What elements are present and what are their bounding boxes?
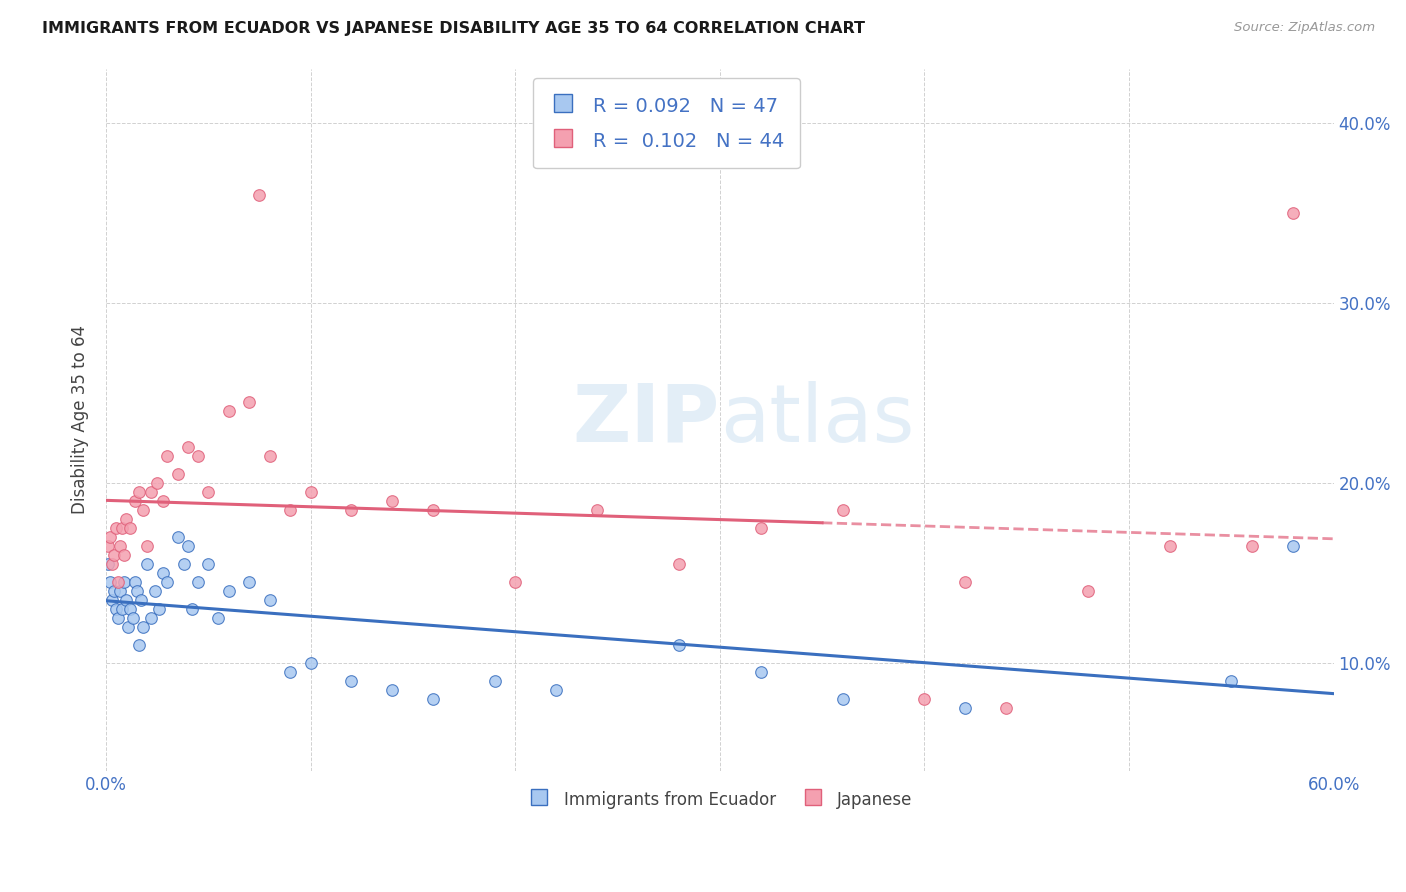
Point [107,611,129,625]
Point [422,503,444,517]
Point [128,485,150,500]
Point [156,449,179,463]
Point [422,692,444,706]
Point [668,557,690,571]
Text: ZIP: ZIP [572,381,720,459]
Point [749,521,772,535]
Point [177,539,200,553]
Point [112,575,135,590]
Point [111,602,134,616]
Point [110,539,132,553]
Text: Source: ZipAtlas.com: Source: ZipAtlas.com [1234,21,1375,35]
Point [101,593,124,607]
Point [381,494,404,508]
Point [146,476,169,491]
Point [139,485,162,500]
Point [97,539,120,553]
Point [187,449,209,463]
Point [135,539,157,553]
Point [120,521,142,535]
Point [1159,539,1181,553]
Point [111,521,134,535]
Point [107,575,129,590]
Point [912,692,935,706]
Point [117,620,139,634]
Point [98,530,121,544]
Point [125,584,148,599]
Point [121,611,143,625]
Point [1281,539,1303,553]
Point [139,611,162,625]
Point [831,692,853,706]
Text: IMMIGRANTS FROM ECUADOR VS JAPANESE DISABILITY AGE 35 TO 64 CORRELATION CHART: IMMIGRANTS FROM ECUADOR VS JAPANESE DISA… [42,21,865,37]
Point [1220,674,1243,689]
Point [166,530,188,544]
Point [238,395,260,409]
Point [97,557,120,571]
Point [503,575,526,590]
Point [259,593,281,607]
Point [299,657,322,671]
Point [166,467,188,481]
Point [129,593,152,607]
Point [110,584,132,599]
Point [484,674,506,689]
Point [177,440,200,454]
Point [156,575,179,590]
Point [197,485,219,500]
Point [112,548,135,562]
Point [103,584,125,599]
Text: atlas: atlas [720,381,914,459]
Point [278,503,301,517]
Point [831,503,853,517]
Point [381,683,404,698]
Point [218,404,240,418]
Point [103,548,125,562]
Point [749,665,772,680]
Point [124,575,146,590]
Point [128,638,150,652]
Point [173,557,195,571]
Point [1077,584,1099,599]
Point [668,638,690,652]
Point [101,557,124,571]
Point [1240,539,1263,553]
Point [143,584,166,599]
Point [586,503,609,517]
Point [105,521,128,535]
Point [955,701,977,715]
Point [105,602,128,616]
Point [955,575,977,590]
Point [135,557,157,571]
Point [152,566,174,581]
Point [132,503,155,517]
Point [995,701,1018,715]
Point [247,187,270,202]
Point [180,602,202,616]
Point [340,503,363,517]
Point [187,575,209,590]
Point [1281,205,1303,219]
Point [115,593,138,607]
Point [115,512,138,526]
Point [152,494,174,508]
Point [197,557,219,571]
Point [299,485,322,500]
Point [148,602,170,616]
Y-axis label: Disability Age 35 to 64: Disability Age 35 to 64 [72,326,89,515]
Point [98,575,121,590]
Point [207,611,229,625]
Point [546,683,568,698]
Point [238,575,260,590]
Point [340,674,363,689]
Legend: Immigrants from Ecuador, Japanese: Immigrants from Ecuador, Japanese [520,783,920,816]
Point [218,584,240,599]
Point [132,620,155,634]
Point [259,449,281,463]
Point [278,665,301,680]
Point [124,494,146,508]
Point [120,602,142,616]
